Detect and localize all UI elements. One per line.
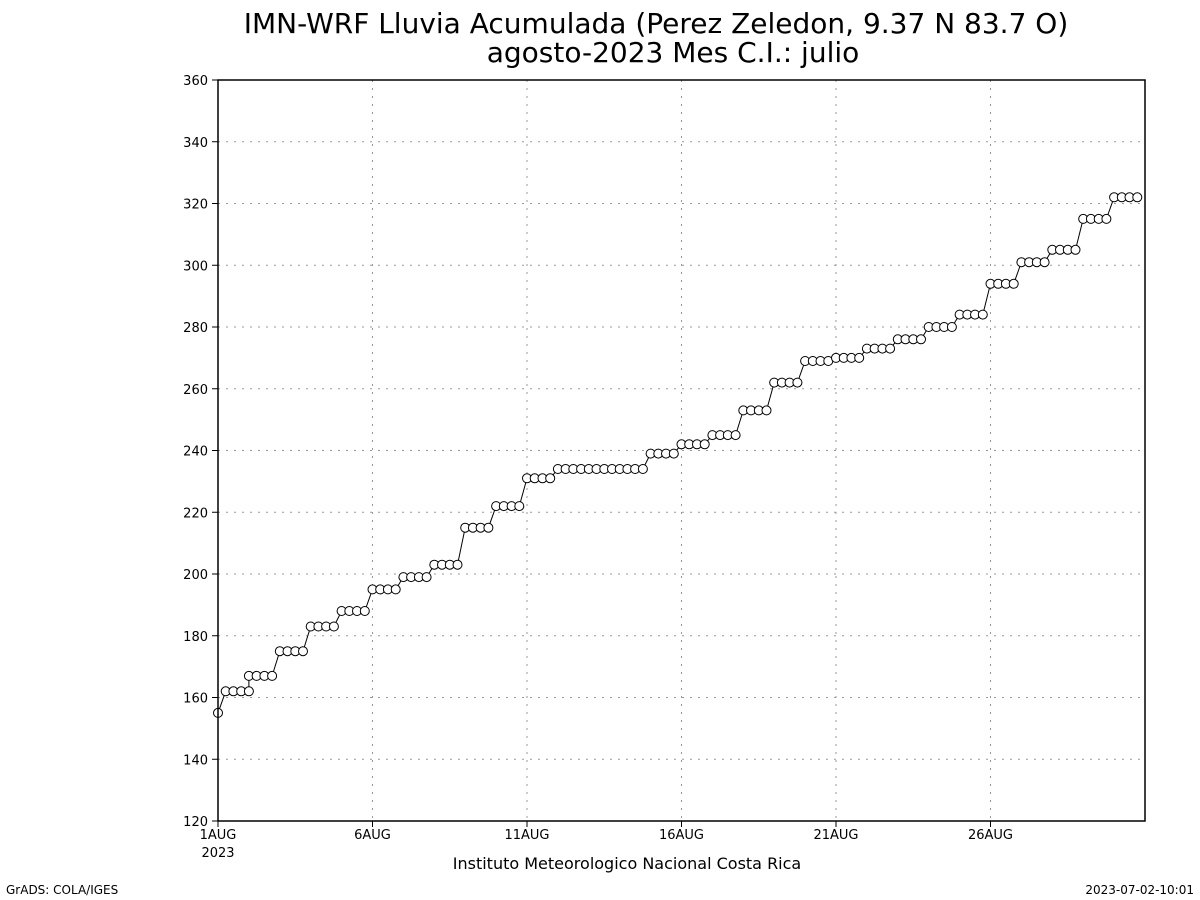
y-tick-label: 200 <box>183 568 208 583</box>
data-point <box>730 430 741 441</box>
data-point <box>359 606 370 616</box>
data-point <box>545 473 556 484</box>
data-point <box>452 559 463 570</box>
x-tick-label: 16AUG <box>659 828 704 843</box>
x-axis: 1AUG 2023 6AUG 11AUG 16AUG 21AUG 26AUG <box>200 821 1013 861</box>
series-markers <box>213 192 1143 718</box>
y-tick-label: 360 <box>183 74 208 89</box>
y-axis: 120 140 160 180 200 220 240 260 280 300 320 340 360 <box>183 74 218 830</box>
data-point <box>761 405 772 416</box>
y-tick-label: 260 <box>183 383 208 398</box>
grads-credit: GrADS: COLA/IGES <box>6 883 118 897</box>
data-point <box>637 464 648 474</box>
x-tick-label: 1AUG <box>200 828 237 843</box>
data-point <box>390 584 401 595</box>
chart-subtitle: agosto-2023 Mes C.I.: julio <box>487 36 860 69</box>
data-point <box>792 377 803 388</box>
y-tick-label: 280 <box>183 321 208 336</box>
data-point <box>916 334 926 345</box>
chart-title: IMN-WRF Lluvia Acumulada (Perez Zeledon,… <box>244 7 1069 40</box>
data-point <box>514 501 525 512</box>
data-point <box>243 686 254 697</box>
y-tick-label: 320 <box>183 198 208 213</box>
y-tick-label: 340 <box>183 136 208 151</box>
x-tick-sublabel: 2023 <box>201 846 234 861</box>
y-tick-label: 220 <box>183 506 208 521</box>
data-point <box>946 322 957 332</box>
y-tick-label: 180 <box>183 630 208 645</box>
data-point <box>483 522 494 533</box>
timestamp: 2023-07-02-10:01 <box>1085 883 1194 897</box>
data-point <box>328 621 339 632</box>
x-tick-label: 21AUG <box>813 828 858 843</box>
y-tick-label: 140 <box>183 753 208 768</box>
y-tick-label: 300 <box>183 259 208 274</box>
y-tick-label: 160 <box>183 692 208 707</box>
data-point <box>668 448 679 459</box>
x-tick-label: 26AUG <box>968 828 1013 843</box>
y-tick-label: 120 <box>183 815 208 830</box>
data-point <box>421 572 432 583</box>
data-point <box>1008 278 1019 289</box>
x-tick-label: 11AUG <box>504 828 549 843</box>
data-point <box>1101 213 1112 224</box>
data-point <box>885 343 896 354</box>
plot-frame <box>217 79 1146 822</box>
data-point <box>298 646 308 657</box>
institution-label: Instituto Meteorologico Nacional Costa R… <box>453 854 801 873</box>
data-point <box>1132 192 1143 203</box>
data-point <box>854 352 865 363</box>
data-point <box>1039 257 1050 268</box>
y-tick-label: 240 <box>183 445 208 460</box>
data-point <box>699 439 710 450</box>
data-point <box>977 309 988 320</box>
data-point <box>267 670 278 681</box>
x-tick-label: 6AUG <box>354 828 391 843</box>
grid-lines <box>218 80 1145 821</box>
data-point <box>1070 244 1081 255</box>
